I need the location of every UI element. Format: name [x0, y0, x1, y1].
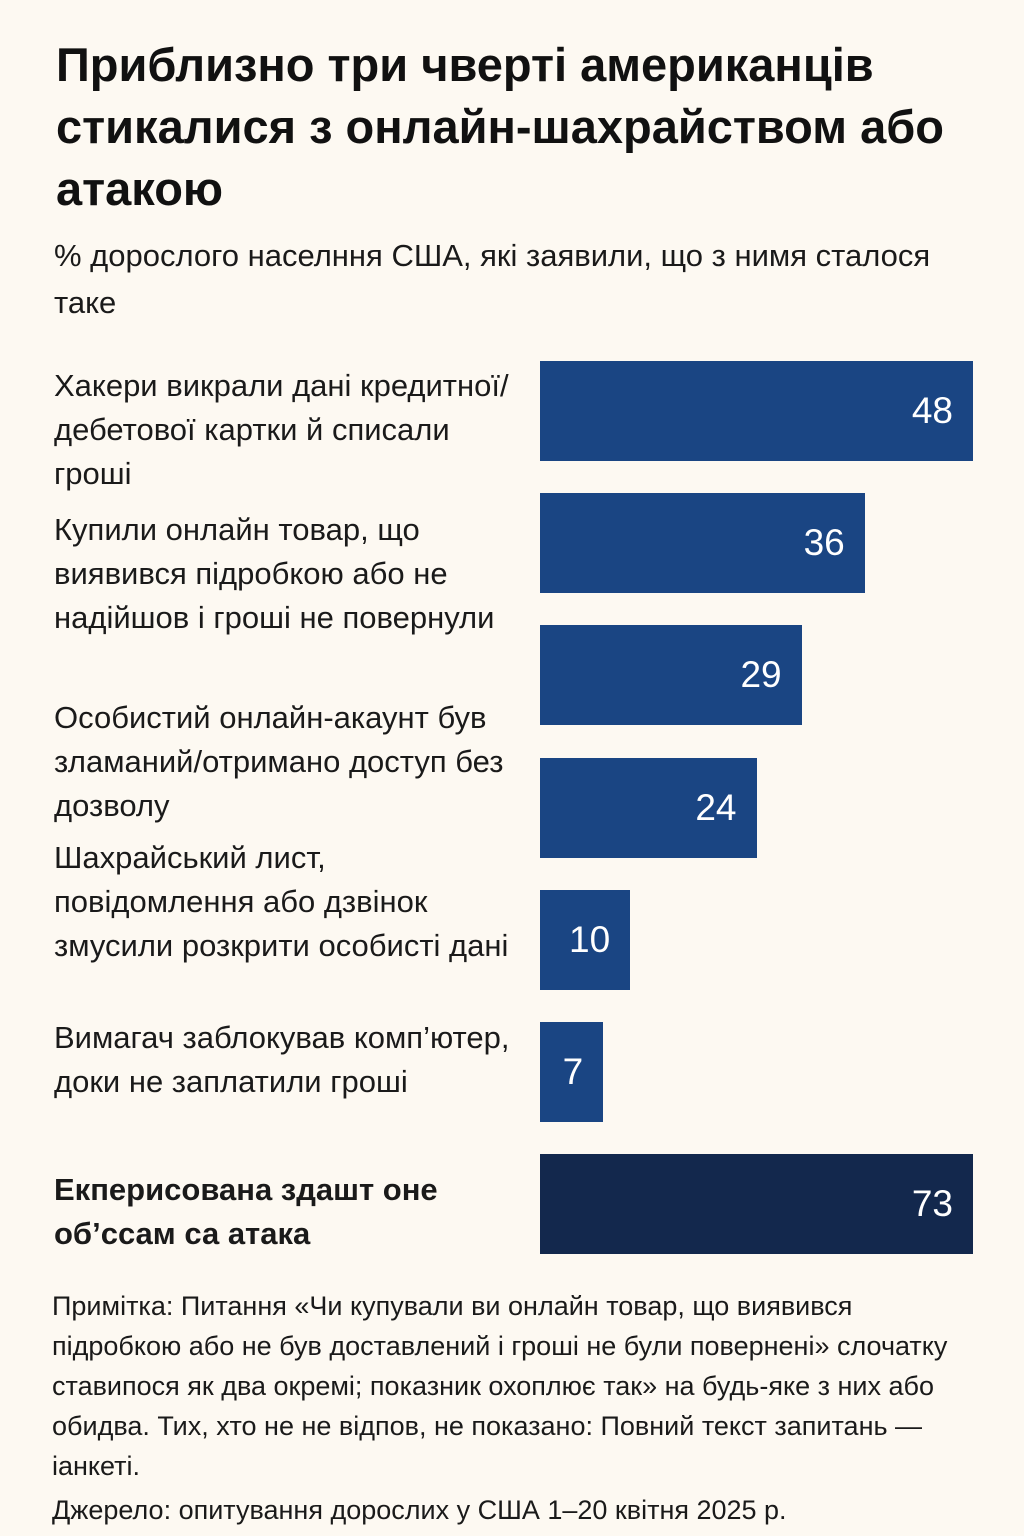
value-label: 36 [803, 522, 845, 564]
category-label: Особистий онлайн-акаунт був зламаний/отр… [54, 700, 504, 823]
bar [540, 757, 757, 858]
bar [540, 625, 802, 726]
bar [540, 1022, 604, 1122]
category-label: Екперисована здашт оне об’ссам са атака [54, 1172, 438, 1251]
value-label: 7 [562, 1051, 584, 1092]
source: Джерело: опитування дорослих у США 1–20 … [52, 1495, 787, 1525]
value-label: 24 [695, 786, 737, 828]
value-label: 29 [740, 654, 782, 696]
value-label: 10 [569, 918, 611, 960]
chart-title: Приблизно три чверті американців стикали… [56, 38, 944, 215]
category-label: Хакери викрали дані кредитної/дебетової … [54, 368, 509, 491]
category-label: Купили онлайн товар, що виявився підробк… [54, 512, 495, 635]
bar [540, 889, 631, 990]
bar [540, 361, 973, 461]
bar [540, 1154, 973, 1255]
note: Примітка: Питання «Чи купували ви онлайн… [52, 1291, 948, 1481]
value-label: 48 [911, 390, 953, 431]
value-label: 73 [911, 1183, 953, 1225]
bar [540, 493, 865, 594]
category-label: Шахрайський лист, повідомлення або дзвін… [54, 840, 509, 963]
chart-subtitle: % дорослого населння США, які заявили, щ… [54, 238, 931, 320]
category-label: Вимагач заблокував комп’ютер, доки не за… [54, 1020, 510, 1099]
